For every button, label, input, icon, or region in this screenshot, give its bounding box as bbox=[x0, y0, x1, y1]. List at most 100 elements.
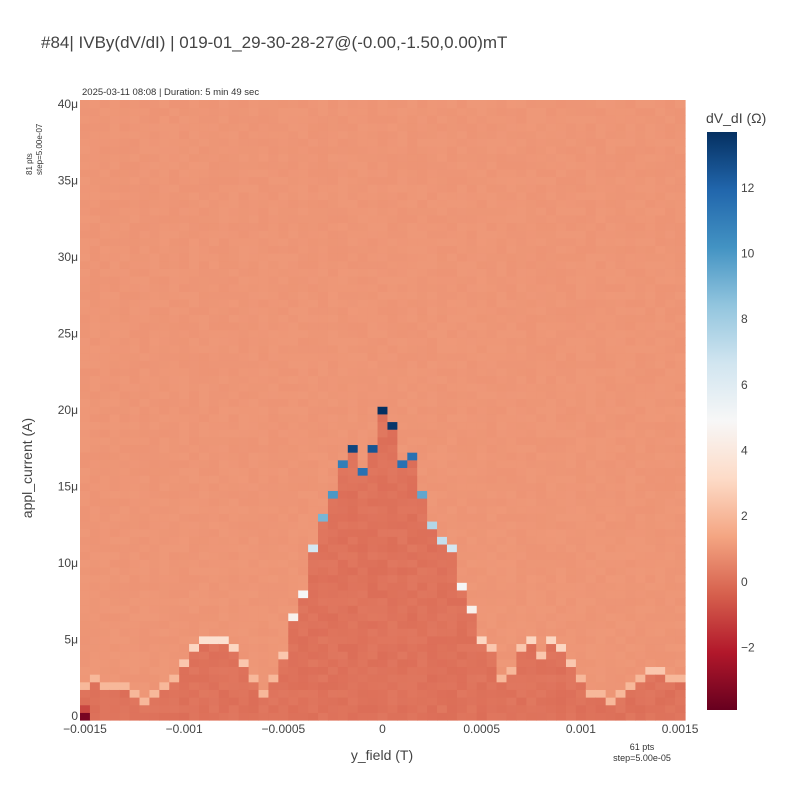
heatmap-cell bbox=[516, 337, 527, 346]
heatmap-cell bbox=[169, 697, 180, 706]
heatmap-cell bbox=[327, 612, 339, 622]
heatmap-cell bbox=[109, 543, 121, 553]
heatmap-cell bbox=[337, 398, 349, 407]
heatmap-cell bbox=[119, 421, 131, 430]
heatmap-cell bbox=[665, 421, 676, 430]
heatmap-cell bbox=[615, 712, 627, 721]
heatmap-cell bbox=[565, 513, 577, 522]
heatmap-cell bbox=[625, 329, 637, 338]
heatmap-cell bbox=[437, 566, 448, 576]
heatmap-cell bbox=[635, 398, 646, 407]
heatmap-cell bbox=[427, 260, 438, 269]
heatmap-cell bbox=[288, 543, 299, 553]
heatmap-cell bbox=[615, 543, 627, 553]
heatmap-cell bbox=[89, 268, 101, 277]
heatmap-cell bbox=[159, 658, 170, 668]
heatmap-cell bbox=[437, 230, 448, 239]
heatmap-cell bbox=[456, 482, 468, 491]
heatmap-cell bbox=[456, 505, 468, 514]
heatmap-cell bbox=[377, 344, 389, 354]
heatmap-cell bbox=[278, 153, 289, 162]
heatmap-cell bbox=[308, 674, 319, 683]
heatmap-cell bbox=[367, 130, 379, 139]
heatmap-cell bbox=[318, 520, 329, 530]
heatmap-cell bbox=[655, 153, 666, 162]
heatmap-cell bbox=[288, 138, 299, 147]
heatmap-cell bbox=[605, 651, 617, 660]
heatmap-cell bbox=[149, 605, 160, 614]
heatmap-cell bbox=[516, 605, 527, 614]
heatmap-cell bbox=[516, 207, 527, 216]
heatmap-cell bbox=[159, 429, 170, 438]
heatmap-cell bbox=[298, 360, 309, 369]
heatmap-cell bbox=[139, 161, 151, 170]
heatmap-cell bbox=[397, 100, 408, 109]
heatmap-cell bbox=[526, 421, 537, 430]
heatmap-cell bbox=[417, 444, 428, 453]
heatmap-cell bbox=[506, 482, 517, 491]
heatmap-cell bbox=[605, 482, 617, 491]
heatmap-cell bbox=[179, 344, 190, 354]
heatmap-cell bbox=[615, 375, 627, 384]
heatmap-cell bbox=[99, 704, 111, 713]
heatmap-cell bbox=[288, 681, 299, 690]
heatmap-cell bbox=[99, 482, 111, 491]
heatmap-cell bbox=[228, 230, 240, 239]
heatmap-cell bbox=[427, 429, 438, 438]
heatmap-cell bbox=[446, 452, 458, 461]
heatmap-cell bbox=[248, 253, 260, 262]
heatmap-cell bbox=[258, 674, 270, 683]
heatmap-cell bbox=[308, 100, 319, 109]
heatmap-cell bbox=[357, 276, 369, 285]
heatmap-cell bbox=[585, 467, 597, 476]
heatmap-cell bbox=[129, 620, 141, 629]
heatmap-cell bbox=[80, 589, 91, 599]
heatmap-cell bbox=[675, 207, 686, 216]
heatmap-cell bbox=[377, 421, 389, 430]
heatmap-cell bbox=[308, 191, 319, 201]
heatmap-cell bbox=[327, 482, 339, 491]
heatmap-cell bbox=[397, 245, 408, 254]
heatmap-cell bbox=[536, 375, 547, 384]
heatmap-cell bbox=[109, 459, 121, 468]
heatmap-cell bbox=[278, 528, 289, 537]
heatmap-cell bbox=[456, 184, 468, 193]
heatmap-cell bbox=[456, 367, 468, 377]
heatmap-cell bbox=[377, 712, 389, 721]
heatmap-cell bbox=[228, 635, 240, 645]
heatmap-cell bbox=[238, 199, 250, 208]
heatmap-cell bbox=[565, 375, 577, 384]
heatmap-cell bbox=[278, 390, 289, 400]
heatmap-cell bbox=[625, 161, 637, 170]
heatmap-cell bbox=[556, 436, 567, 446]
heatmap-cell bbox=[129, 429, 141, 438]
heatmap-cell bbox=[80, 138, 91, 147]
heatmap-cell bbox=[496, 582, 508, 591]
heatmap-cell bbox=[526, 429, 537, 438]
heatmap-cell bbox=[556, 658, 567, 668]
heatmap-cell bbox=[199, 329, 210, 338]
heatmap-cell bbox=[446, 138, 458, 147]
heatmap-cell bbox=[546, 681, 557, 690]
heatmap-cell bbox=[218, 674, 230, 683]
heatmap-cell bbox=[159, 161, 170, 170]
heatmap-cell bbox=[536, 436, 547, 446]
heatmap-cell bbox=[139, 337, 151, 346]
heatmap-cell bbox=[109, 161, 121, 170]
heatmap-cell bbox=[387, 452, 398, 461]
heatmap-cell bbox=[655, 276, 666, 285]
heatmap-cell bbox=[208, 697, 220, 706]
heatmap-cell bbox=[99, 635, 111, 645]
heatmap-cell bbox=[407, 697, 418, 706]
heatmap-cell bbox=[159, 122, 170, 132]
heatmap-cell bbox=[446, 421, 458, 430]
heatmap-cell bbox=[546, 283, 557, 292]
heatmap-cell bbox=[377, 651, 389, 660]
heatmap-cell bbox=[228, 276, 240, 285]
heatmap-cell bbox=[476, 628, 488, 637]
colorbar-tick-label: 8 bbox=[741, 312, 748, 326]
heatmap-cell bbox=[228, 306, 240, 315]
heatmap-cell bbox=[278, 168, 289, 178]
heatmap-cell bbox=[665, 436, 676, 446]
